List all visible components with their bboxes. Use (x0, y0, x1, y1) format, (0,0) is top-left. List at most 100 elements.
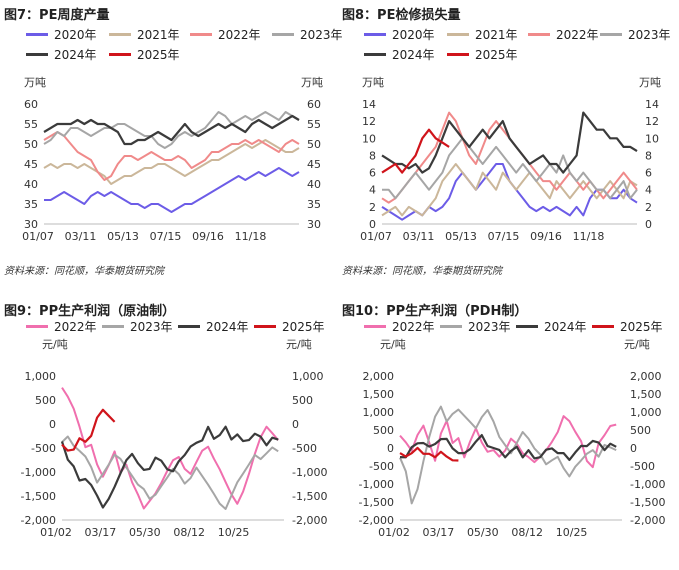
y-axis-unit-left: 元/吨 (42, 338, 68, 351)
y-tick-label-right: 30 (307, 218, 321, 231)
x-tick-label: 05/30 (467, 526, 499, 539)
legend-swatch (178, 325, 200, 328)
series-line-2025 (381, 128, 450, 174)
chart-panel-pp-profit-pdh: 图10：PP生产利润（PDH制） 2022年 2023年 2024年 2025年… (342, 300, 677, 570)
legend-item-2025: 2025年 (109, 46, 180, 63)
y-tick-label-right: 10 (645, 132, 659, 145)
y-tick-label-left: 55 (24, 118, 38, 131)
legend-swatch (254, 325, 276, 328)
plot-area: 元/吨 元/吨 -2,000 -2,000 -1,500 -1,500 -1,000 -1,0… (21, 338, 328, 539)
legend-item-2020: 2020年 (26, 26, 97, 43)
legend-swatch (440, 325, 462, 328)
legend-swatch (26, 325, 48, 328)
series-line-2023 (61, 435, 279, 510)
y-tick-label-right: 12 (645, 115, 659, 128)
legend-item-2021: 2021年 (109, 26, 180, 43)
x-tick-label: 03/17 (423, 526, 455, 539)
y-tick-label-right: 6 (645, 167, 652, 180)
y-tick-label-right: -2,000 (292, 514, 327, 527)
legend-item-2024: 2024年 (516, 318, 587, 335)
y-axis-unit-left: 元/吨 (380, 338, 406, 351)
y-tick-label-left: -500 (369, 460, 394, 473)
y-tick-label-right: 0 (292, 418, 299, 431)
legend-item-2022: 2022年 (26, 318, 97, 335)
y-tick-label-right: -1,000 (630, 478, 665, 491)
y-tick-label-left: -2,000 (359, 514, 394, 527)
legend-item-2022: 2022年 (364, 318, 435, 335)
source-note: 资料来源：同花顺，华泰期货研究院 (4, 266, 164, 277)
x-tick-label: 09/16 (530, 230, 562, 243)
y-tick-label-left: 0 (369, 218, 376, 231)
y-tick-label-right: 1,500 (630, 388, 662, 401)
y-tick-label-right: -1,500 (630, 496, 665, 509)
y-axis-unit-left: 万吨 (362, 76, 384, 89)
y-tick-label-left: 14 (362, 98, 376, 111)
series-line-2024 (60, 425, 279, 509)
legend-item-2022: 2022年 (190, 26, 261, 43)
y-tick-label-left: 40 (24, 178, 38, 191)
y-tick-label-left: -2,000 (21, 514, 56, 527)
y-tick-label-left: -1,000 (21, 466, 56, 479)
y-tick-label-right: -1,000 (292, 466, 327, 479)
x-tick-label: 01/07 (22, 230, 54, 243)
y-tick-label-right: -2,000 (630, 514, 665, 527)
series-line-2021 (381, 163, 638, 217)
y-tick-label-left: -500 (31, 442, 56, 455)
series-line-2022 (61, 387, 279, 510)
series-line-2023 (43, 111, 300, 149)
series-line-2024 (381, 111, 638, 174)
legend-swatch (26, 33, 48, 36)
y-tick-label-left: 60 (24, 98, 38, 111)
legend-item-2023: 2023年 (102, 318, 173, 335)
legend-swatch (102, 325, 124, 328)
y-axis-unit-right: 万吨 (639, 76, 661, 89)
legend-item-2020: 2020年 (364, 26, 435, 43)
y-tick-label-right: 60 (307, 98, 321, 111)
y-tick-label-left: 10 (362, 132, 376, 145)
y-axis-unit-right: 元/吨 (286, 338, 312, 351)
y-tick-label-right: 0 (630, 442, 637, 455)
legend-swatch (109, 53, 131, 56)
legend-item-2025: 2025年 (592, 318, 663, 335)
x-tick-label: 05/13 (445, 230, 477, 243)
x-tick-label: 05/30 (129, 526, 161, 539)
series-line-2024 (399, 433, 617, 462)
x-tick-label: 01/07 (360, 230, 392, 243)
chart-title: 图7：PE周度产量 (4, 8, 110, 23)
y-tick-label-left: 2,000 (363, 370, 395, 383)
legend-item-2025: 2025年 (447, 46, 518, 63)
chart-title: 图10：PP生产利润（PDH制） (342, 304, 528, 319)
series-line-2025 (61, 408, 116, 452)
y-tick-label-left: 4 (369, 184, 376, 197)
x-tick-label: 10/25 (556, 526, 588, 539)
legend-swatch (592, 325, 614, 328)
chart-panel-pp-profit-oil: 图9：PP生产利润（原油制） 2022年 2023年 2024年 2025年 元… (4, 300, 339, 570)
legend-swatch (272, 33, 294, 36)
x-tick-label: 01/02 (40, 526, 72, 539)
y-tick-label-right: 14 (645, 98, 659, 111)
legend-item-2022: 2022年 (528, 26, 599, 43)
plot-area: 万吨 万吨 30 30 35 35 40 40 45 45 50 50 55 55 60 60 01/07 03/… (22, 76, 323, 243)
y-axis-unit-right: 万吨 (301, 76, 323, 89)
y-tick-label-left: 0 (49, 418, 56, 431)
y-tick-label-right: 55 (307, 118, 321, 131)
legend-item-2024: 2024年 (26, 46, 97, 63)
y-tick-label-right: 500 (630, 424, 651, 437)
x-tick-label: 03/11 (65, 230, 97, 243)
legend-swatch (26, 53, 48, 56)
x-tick-label: 05/13 (107, 230, 139, 243)
y-tick-label-right: 0 (645, 218, 652, 231)
series-line-2023 (382, 137, 638, 200)
legend-swatch (190, 33, 212, 36)
y-tick-label-left: -1,500 (21, 490, 56, 503)
legend-swatch (528, 33, 550, 36)
y-tick-label-right: 8 (645, 149, 652, 162)
y-tick-label-right: 2 (645, 201, 652, 214)
y-tick-label-left: 1,000 (363, 406, 395, 419)
y-tick-label-right: -500 (630, 460, 655, 473)
legend-item-2024: 2024年 (364, 46, 435, 63)
y-tick-label-right: 1,000 (292, 370, 324, 383)
plot-area: 元/吨 元/吨 -2,000 -2,000 -1,500 -1,500 -1,000 -1,0… (359, 338, 666, 539)
x-tick-label: 11/18 (573, 230, 605, 243)
y-tick-label-left: 8 (369, 149, 376, 162)
